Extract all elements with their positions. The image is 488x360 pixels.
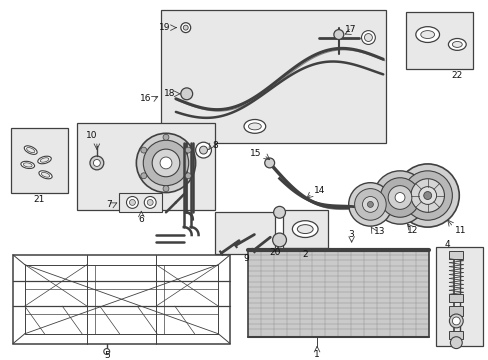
Circle shape	[395, 164, 458, 227]
Text: 21: 21	[33, 195, 44, 204]
Circle shape	[126, 197, 138, 208]
Text: 1: 1	[314, 350, 319, 359]
Circle shape	[183, 25, 188, 30]
Ellipse shape	[244, 120, 265, 133]
Text: 5: 5	[103, 351, 109, 360]
Text: 9: 9	[243, 254, 248, 263]
Circle shape	[181, 88, 192, 100]
Bar	[405, 12, 472, 69]
Bar	[161, 10, 386, 143]
Ellipse shape	[451, 41, 461, 48]
Text: 2: 2	[302, 250, 307, 259]
Ellipse shape	[420, 31, 434, 39]
Circle shape	[348, 183, 391, 226]
Circle shape	[143, 140, 188, 186]
Bar	[448, 306, 462, 316]
Text: 18: 18	[164, 89, 176, 98]
Text: 15: 15	[250, 149, 261, 158]
Ellipse shape	[23, 163, 32, 167]
Ellipse shape	[26, 148, 35, 153]
Circle shape	[364, 33, 372, 41]
Circle shape	[181, 23, 190, 33]
Circle shape	[449, 337, 461, 348]
Ellipse shape	[248, 123, 261, 130]
Text: 11: 11	[454, 226, 466, 235]
Bar	[215, 212, 274, 254]
Circle shape	[451, 317, 459, 325]
Ellipse shape	[40, 158, 49, 162]
Circle shape	[163, 134, 169, 140]
Circle shape	[273, 206, 285, 218]
Text: 6: 6	[138, 215, 144, 224]
Circle shape	[387, 186, 411, 210]
Bar	[435, 247, 482, 346]
Bar	[448, 294, 462, 302]
Circle shape	[152, 149, 180, 177]
Ellipse shape	[41, 172, 50, 177]
Text: 8: 8	[212, 141, 218, 150]
Circle shape	[144, 197, 156, 208]
Circle shape	[362, 197, 378, 212]
Circle shape	[147, 199, 153, 206]
Ellipse shape	[447, 39, 465, 50]
Bar	[13, 255, 230, 344]
Bar	[448, 331, 462, 339]
Bar	[448, 251, 462, 259]
Circle shape	[103, 348, 109, 355]
Ellipse shape	[38, 156, 51, 164]
Circle shape	[380, 178, 419, 217]
Bar	[282, 210, 327, 248]
Text: 7: 7	[106, 200, 111, 209]
Ellipse shape	[21, 161, 35, 168]
Text: 20: 20	[268, 248, 280, 257]
Circle shape	[195, 142, 211, 158]
Circle shape	[264, 158, 274, 168]
Text: 17: 17	[344, 25, 356, 34]
Circle shape	[90, 156, 103, 170]
Circle shape	[448, 314, 462, 328]
Circle shape	[410, 179, 444, 212]
Text: 19: 19	[159, 23, 171, 32]
Ellipse shape	[24, 146, 37, 154]
Bar	[119, 193, 162, 212]
Circle shape	[160, 157, 172, 169]
Circle shape	[366, 202, 373, 207]
Ellipse shape	[415, 27, 439, 42]
Circle shape	[402, 171, 451, 220]
Text: 13: 13	[373, 226, 384, 235]
Text: 3: 3	[348, 230, 354, 239]
Bar	[247, 252, 428, 337]
Ellipse shape	[39, 171, 52, 179]
Circle shape	[394, 193, 404, 202]
Bar	[11, 129, 68, 193]
Text: 4: 4	[444, 240, 449, 249]
Circle shape	[418, 186, 436, 204]
Circle shape	[185, 173, 191, 179]
Circle shape	[361, 31, 375, 44]
Circle shape	[199, 146, 207, 154]
Circle shape	[185, 147, 191, 153]
Circle shape	[136, 133, 195, 193]
Bar	[77, 123, 215, 210]
Text: 22: 22	[451, 71, 462, 80]
Text: 16: 16	[140, 94, 151, 103]
Circle shape	[141, 173, 146, 179]
Text: 10: 10	[86, 131, 98, 140]
Circle shape	[272, 233, 286, 247]
Circle shape	[93, 159, 100, 166]
Circle shape	[141, 147, 146, 153]
Circle shape	[423, 192, 431, 199]
Circle shape	[129, 199, 135, 206]
Bar	[25, 265, 218, 334]
Circle shape	[163, 186, 169, 192]
Ellipse shape	[292, 221, 317, 238]
Circle shape	[354, 189, 386, 220]
Circle shape	[373, 171, 426, 224]
Ellipse shape	[297, 225, 312, 234]
Text: 12: 12	[407, 226, 418, 235]
Circle shape	[333, 30, 343, 40]
Text: 14: 14	[313, 186, 325, 195]
